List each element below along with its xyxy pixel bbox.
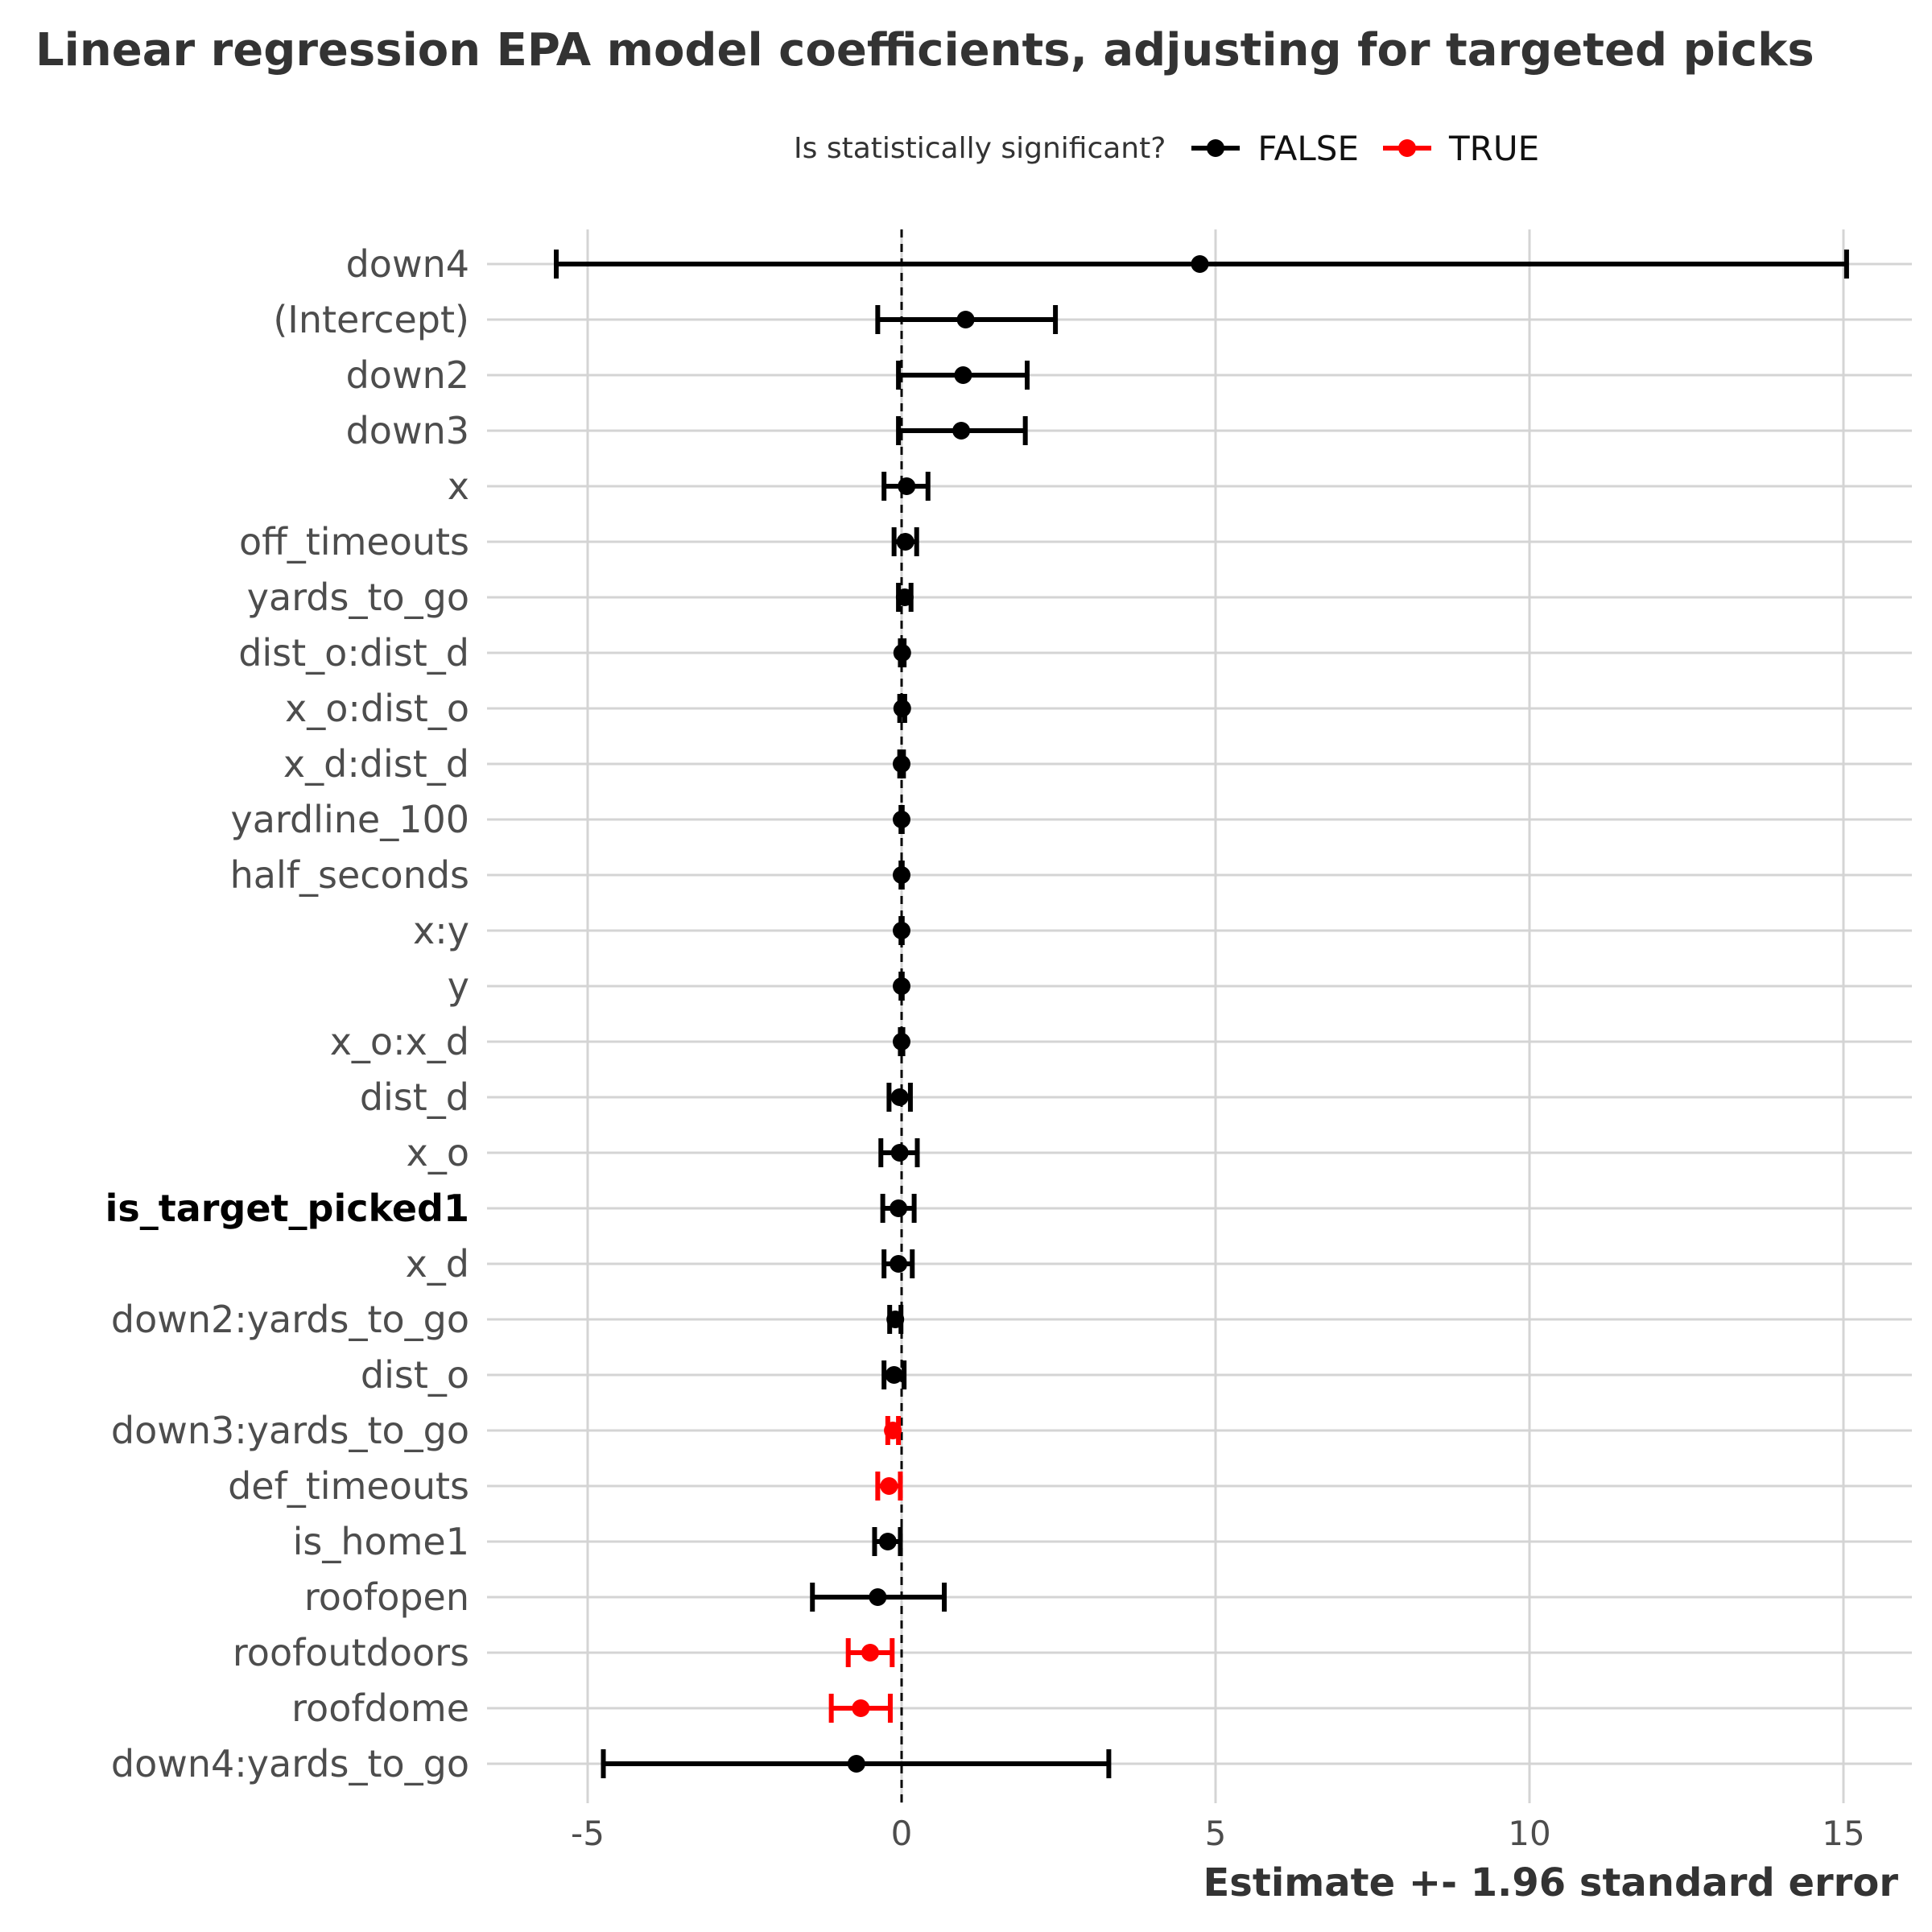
estimate-point-x <box>898 477 916 495</box>
estimate-point-yards_to_go <box>895 588 914 606</box>
estimate-point-yardline_100 <box>893 811 910 828</box>
error-bars <box>554 250 1849 1778</box>
y-label-x:y: x:y <box>413 909 469 952</box>
y-label-x_d:dist_d: x_d:dist_d <box>283 742 469 786</box>
estimate-point-dist_o <box>885 1366 903 1384</box>
estimate-point-down3:yards_to_go <box>884 1422 902 1439</box>
y-label-is_target_picked1: is_target_picked1 <box>105 1187 469 1230</box>
legend-label-true: TRUE <box>1448 128 1540 168</box>
estimate-point-dist_o:dist_d <box>893 644 911 662</box>
estimate-point-x_o:x_d <box>893 1033 910 1051</box>
y-axis-labels: down4 (Intercept) down2 down3 x off_timeoutsy… <box>105 242 469 1785</box>
y-label-x_d: x_d <box>406 1242 469 1286</box>
legend-item-false: FALSE <box>1190 129 1359 168</box>
estimate-point-dist_d <box>890 1088 909 1106</box>
estimate-point-def_timeouts <box>880 1477 898 1495</box>
x-tick-label-0: 0 <box>891 1814 913 1853</box>
y-label-off_timeouts: off_timeouts <box>239 520 469 564</box>
legend-key-false <box>1191 139 1241 157</box>
estimate-point-x_o:dist_o <box>893 700 911 717</box>
estimate-point-x:y <box>893 922 910 939</box>
x-axis-title: Estimate +- 1.96 standard error <box>1203 1860 1899 1905</box>
estimate-point-down3 <box>952 422 971 440</box>
y-label-down3: down3 <box>346 409 469 452</box>
y-label-x: x <box>448 464 469 508</box>
estimate-point-off_timeouts <box>896 533 914 551</box>
x-tick-label-10: 10 <box>1508 1814 1550 1853</box>
estimate-point-y <box>893 977 910 995</box>
y-label-(Intercept): (Intercept) <box>273 298 469 341</box>
legend-item-true: TRUE <box>1381 129 1539 168</box>
y-label-down4: down4 <box>346 242 469 286</box>
estimate-point-roofopen <box>869 1588 887 1606</box>
legend-title: Is statistically significant? <box>794 131 1166 165</box>
estimate-point-half_seconds <box>893 866 910 884</box>
estimate-point-down4 <box>1191 255 1209 273</box>
estimate-point-is_target_picked1 <box>890 1199 908 1217</box>
legend: Is statistically significant? FALSE TRUE <box>794 124 1562 172</box>
estimate-point-down2 <box>954 366 972 384</box>
y-label-yards_to_go: yards_to_go <box>247 576 469 619</box>
y-label-dist_o:dist_d: dist_o:dist_d <box>238 631 469 675</box>
x-tick-label-5: 5 <box>1205 1814 1227 1853</box>
estimate-points <box>847 255 1209 1773</box>
y-label-down2: down2 <box>346 353 469 397</box>
y-label-is_home1: is_home1 <box>293 1520 469 1563</box>
y-label-x_o: x_o <box>407 1131 469 1174</box>
legend-label-false: FALSE <box>1257 128 1359 168</box>
y-label-roofdome: roofdome <box>291 1686 469 1730</box>
y-label-roofoutdoors: roofoutdoors <box>233 1631 469 1674</box>
x-gridlines <box>586 229 1845 1803</box>
x-tick-label-15: 15 <box>1822 1814 1864 1853</box>
estimate-point-x_o <box>890 1144 909 1162</box>
y-label-down2:yards_to_go: down2:yards_to_go <box>111 1298 469 1341</box>
legend-key-true <box>1382 139 1431 157</box>
estimate-point-(Intercept) <box>956 311 975 328</box>
y-gridlines <box>487 262 1912 1765</box>
y-label-dist_d: dist_d <box>360 1075 469 1119</box>
y-label-dist_o: dist_o <box>361 1353 469 1397</box>
y-label-down4:yards_to_go: down4:yards_to_go <box>111 1742 469 1785</box>
estimate-point-roofdome <box>852 1699 870 1717</box>
estimate-point-x_d:dist_d <box>893 755 910 773</box>
estimate-point-is_home1 <box>878 1533 897 1550</box>
y-label-y: y <box>448 964 469 1008</box>
y-label-def_timeouts: def_timeouts <box>228 1464 469 1508</box>
estimate-point-down4:yards_to_go <box>847 1755 865 1773</box>
x-axis-tick-labels: -5 0 5 10 15 <box>571 1814 1865 1853</box>
x-tick-label--5: -5 <box>571 1814 605 1853</box>
estimate-point-roofoutdoors <box>861 1644 879 1662</box>
chart-title: Linear regression EPA model coefficients… <box>35 24 1814 76</box>
y-label-x_o:dist_o: x_o:dist_o <box>285 687 469 730</box>
estimate-point-x_d <box>890 1255 908 1273</box>
estimate-point-down2:yards_to_go <box>886 1311 905 1328</box>
y-label-down3:yards_to_go: down3:yards_to_go <box>111 1409 469 1452</box>
y-label-roofopen: roofopen <box>304 1575 469 1619</box>
y-label-half_seconds: half_seconds <box>230 853 469 897</box>
y-label-yardline_100: yardline_100 <box>230 798 469 841</box>
y-label-x_o:x_d: x_o:x_d <box>330 1020 469 1063</box>
